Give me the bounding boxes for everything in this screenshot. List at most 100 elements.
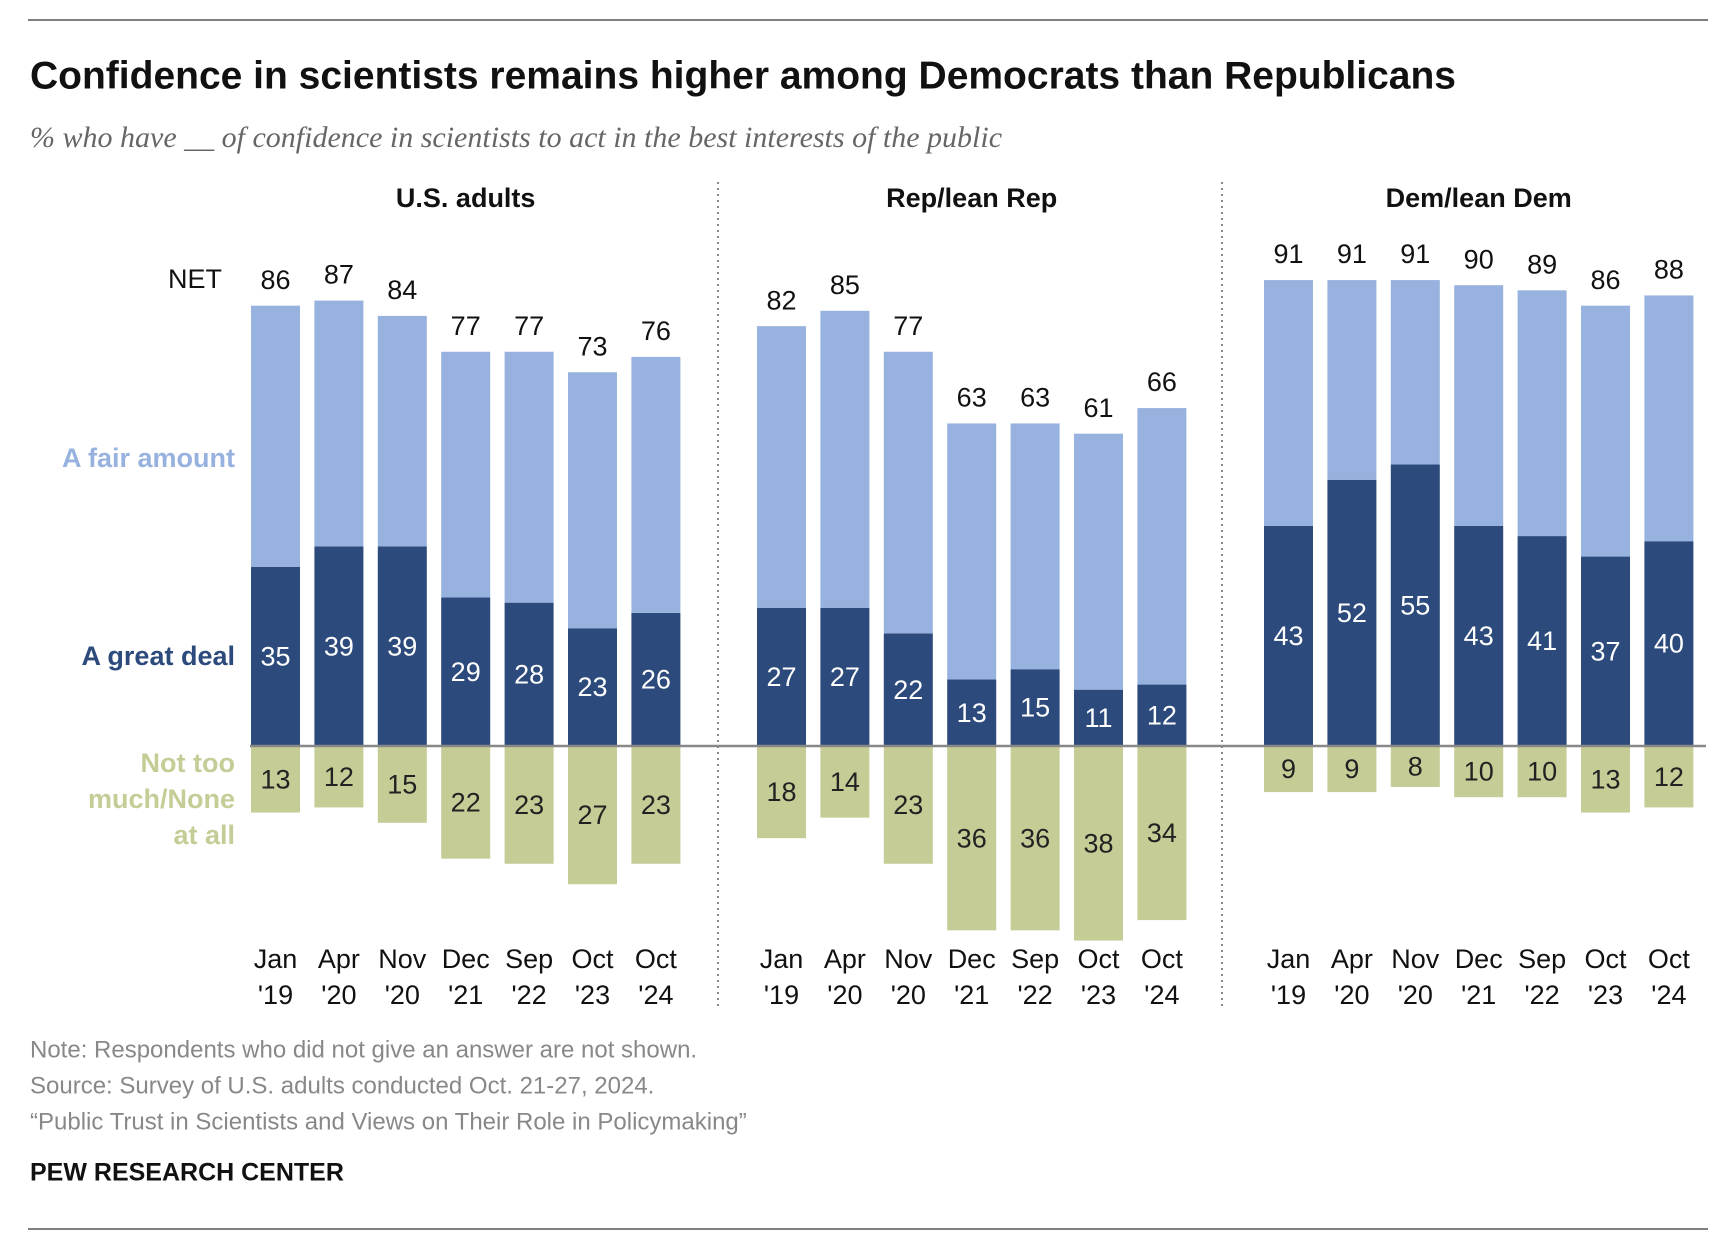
bar-segment	[1074, 433, 1123, 690]
value-label: 55	[1400, 590, 1430, 620]
x-tick-label: '23	[575, 980, 610, 1010]
note: Source: Survey of U.S. adults conducted …	[30, 1072, 654, 1099]
bar-segment	[1581, 305, 1630, 557]
value-label: 23	[577, 672, 607, 702]
bar-segment	[1137, 746, 1187, 921]
x-tick-label: Apr	[318, 944, 360, 974]
x-tick-label: Sep	[1518, 944, 1566, 974]
value-label: 43	[1464, 621, 1494, 651]
bar-segment	[1581, 556, 1630, 746]
net-label: NET	[168, 264, 222, 294]
x-tick-label: Apr	[1331, 944, 1373, 974]
value-label: 43	[1273, 621, 1303, 651]
value-label: 38	[1083, 828, 1113, 858]
net-value: 84	[387, 275, 417, 305]
bar-segment	[883, 351, 933, 634]
bar-segment	[1517, 290, 1567, 537]
x-tick-label: '21	[1461, 980, 1496, 1010]
x-tick-label: '20	[1398, 980, 1433, 1010]
x-tick-label: Sep	[1011, 944, 1059, 974]
bar-segment	[1517, 746, 1567, 798]
bar-segment	[251, 566, 300, 746]
bar-segment	[1454, 285, 1504, 526]
x-tick-label: '24	[638, 980, 673, 1010]
value-label: 26	[641, 665, 671, 695]
bar-segment	[757, 326, 806, 608]
bar-segment	[441, 746, 491, 859]
bar-segment	[757, 607, 806, 746]
value-label: 12	[324, 762, 354, 792]
value-label: 28	[514, 659, 544, 689]
bar-segment	[1454, 525, 1504, 746]
x-tick-label: '24	[1144, 980, 1179, 1010]
net-value: 76	[641, 316, 671, 346]
x-tick-label: Sep	[505, 944, 553, 974]
value-label: 34	[1147, 818, 1177, 848]
bar-segment	[314, 300, 364, 547]
net-value: 87	[324, 260, 354, 290]
value-label: 9	[1281, 754, 1296, 784]
legend-label: Not too much/None at all	[87, 748, 235, 850]
value-label: 12	[1654, 762, 1684, 792]
net-value: 90	[1464, 244, 1494, 274]
value-label: 18	[766, 777, 796, 807]
x-tick-label: Oct	[1077, 944, 1120, 974]
bar-segment	[1264, 746, 1313, 793]
x-tick-label: Oct	[635, 944, 678, 974]
value-label: 39	[324, 631, 354, 661]
bar-segment	[1010, 669, 1060, 746]
x-tick-label: Oct	[1141, 944, 1184, 974]
x-tick-label: Oct	[1648, 944, 1691, 974]
value-label: 22	[451, 787, 481, 817]
bar-segment	[1327, 746, 1377, 793]
x-tick-label: Jan	[1267, 944, 1311, 974]
value-label: 39	[387, 631, 417, 661]
value-label: 27	[577, 800, 607, 830]
net-value: 77	[514, 311, 544, 341]
net-value: 82	[766, 285, 796, 315]
bar-segment	[820, 607, 870, 746]
value-label: 52	[1337, 598, 1367, 628]
bar-segment	[377, 546, 427, 746]
bar-segment	[631, 356, 681, 613]
value-label: 22	[893, 675, 923, 705]
bar-segment	[568, 372, 617, 629]
net-value: 77	[451, 311, 481, 341]
x-tick-label: '23	[1588, 980, 1623, 1010]
bar-segment	[1010, 423, 1060, 670]
x-tick-label: '20	[827, 980, 862, 1010]
value-label: 23	[514, 790, 544, 820]
x-tick-label: Oct	[571, 944, 614, 974]
legend-label: A fair amount	[61, 443, 235, 473]
net-value: 86	[1590, 265, 1620, 295]
net-value: 89	[1527, 249, 1557, 279]
chart-title: Confidence in scientists remains higher …	[30, 54, 1456, 97]
value-label: 15	[1020, 693, 1050, 723]
bar-segment	[757, 746, 806, 839]
x-tick-label: '19	[1271, 980, 1306, 1010]
value-label: 35	[260, 642, 290, 672]
value-label: 36	[1020, 823, 1050, 853]
bar-segment	[631, 746, 681, 864]
value-label: 15	[387, 770, 417, 800]
bar-segment	[314, 546, 364, 746]
bar-segment	[377, 746, 427, 823]
bar-segment	[1644, 295, 1694, 542]
x-tick-label: '19	[258, 980, 293, 1010]
bar-segment	[504, 746, 554, 864]
value-label: 40	[1654, 629, 1684, 659]
x-tick-label: '20	[321, 980, 356, 1010]
value-label: 12	[1147, 700, 1177, 730]
x-tick-label: Dec	[442, 944, 490, 974]
bar-segment	[441, 351, 491, 598]
value-label: 29	[451, 657, 481, 687]
x-tick-label: Nov	[884, 944, 933, 974]
net-value: 61	[1083, 393, 1113, 423]
x-tick-label: Jan	[760, 944, 804, 974]
bar-segment	[947, 746, 997, 931]
bar-segment	[1137, 684, 1187, 746]
x-tick-label: '20	[891, 980, 926, 1010]
net-value: 91	[1337, 239, 1367, 269]
net-value: 73	[577, 331, 607, 361]
